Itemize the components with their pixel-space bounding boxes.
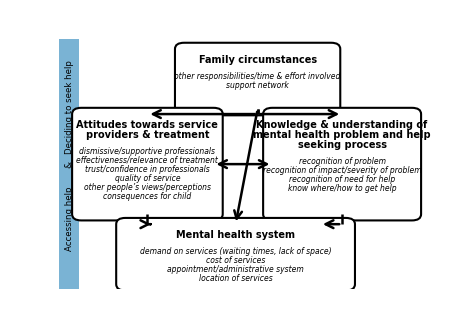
Text: cost of services: cost of services — [206, 256, 265, 265]
Text: Family circumstances: Family circumstances — [199, 55, 317, 65]
Text: recognition of need for help: recognition of need for help — [289, 175, 395, 184]
FancyBboxPatch shape — [263, 108, 421, 220]
Text: recognition of impact/severity of problem: recognition of impact/severity of proble… — [263, 166, 421, 175]
Text: Accessing help: Accessing help — [64, 187, 73, 252]
Text: know where/how to get help: know where/how to get help — [288, 184, 396, 193]
FancyBboxPatch shape — [116, 218, 355, 291]
Text: dismissive/supportive professionals: dismissive/supportive professionals — [80, 147, 215, 156]
FancyBboxPatch shape — [59, 39, 80, 289]
Text: location of services: location of services — [199, 274, 273, 283]
Text: trust/confidence in professionals: trust/confidence in professionals — [85, 165, 210, 174]
Text: consequences for child: consequences for child — [103, 192, 191, 201]
Text: other people’s views/perceptions: other people’s views/perceptions — [84, 183, 211, 192]
Text: demand on services (waiting times, lack of space): demand on services (waiting times, lack … — [140, 247, 331, 256]
Text: quality of service: quality of service — [115, 174, 180, 183]
FancyBboxPatch shape — [72, 108, 223, 220]
Text: providers & treatment: providers & treatment — [86, 130, 209, 140]
Text: Mental health system: Mental health system — [176, 230, 295, 240]
Text: seeking process: seeking process — [298, 140, 387, 150]
Text: Deciding to seek help: Deciding to seek help — [64, 59, 73, 153]
Text: support network: support network — [226, 81, 289, 90]
Text: Attitudes towards service: Attitudes towards service — [76, 120, 219, 130]
FancyBboxPatch shape — [175, 43, 340, 115]
Text: mental health problem and help: mental health problem and help — [253, 130, 431, 140]
Text: other responsibilities/time & effort involved: other responsibilities/time & effort inv… — [174, 72, 341, 81]
Text: effectiveness/relevance of treatment: effectiveness/relevance of treatment — [76, 156, 219, 165]
Text: &: & — [64, 161, 73, 168]
Text: recognition of problem: recognition of problem — [299, 157, 386, 166]
Text: appointment/administrative system: appointment/administrative system — [167, 265, 304, 274]
Text: Knowledge & understanding of: Knowledge & understanding of — [256, 120, 428, 130]
